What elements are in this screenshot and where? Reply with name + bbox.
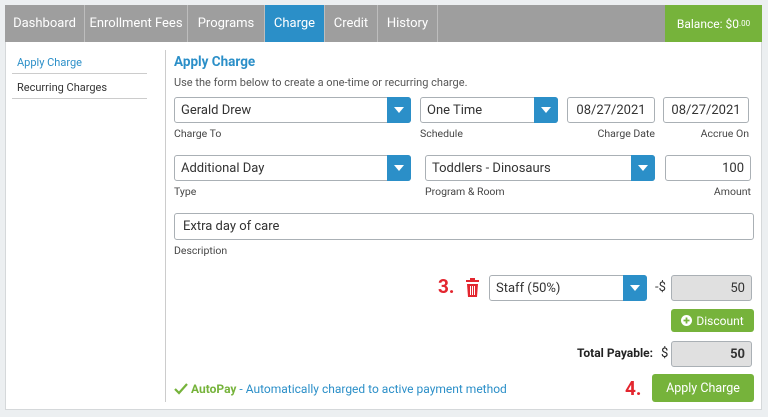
charge-to-select[interactable]: Gerald Drew	[174, 97, 411, 123]
nav-tab[interactable]: Enrollment Fees	[85, 5, 188, 42]
autopay-text: - Automatically charged to active paymen…	[236, 382, 507, 396]
balance: Balance: $0.00	[665, 5, 762, 42]
program-select[interactable]: Toddlers - Dinosaurs	[425, 155, 655, 181]
form-title: Apply Charge	[174, 54, 256, 70]
apply-charge-button[interactable]: Apply Charge	[652, 374, 754, 402]
sidebar-item[interactable]: Apply Charge	[12, 52, 147, 74]
description-input[interactable]: Extra day of care	[174, 213, 754, 240]
select-value: Toddlers - Dinosaurs	[432, 160, 551, 176]
field-label: Schedule	[420, 127, 463, 140]
amount-input[interactable]: 100	[665, 155, 751, 181]
discount-sign: -$	[655, 280, 666, 295]
balance-amount: $0	[725, 16, 740, 31]
balance-cents: .00	[739, 19, 751, 28]
check-icon	[174, 383, 188, 395]
field-label: Accrue On	[700, 127, 749, 140]
balance-label: Balance:	[676, 16, 723, 31]
step-number: 4.	[625, 377, 642, 400]
sidebar-item[interactable]: Recurring Charges	[12, 77, 147, 99]
schedule-select[interactable]: One Time	[420, 97, 558, 123]
nav-tab[interactable]: History	[378, 5, 438, 42]
nav-tab[interactable]: Charge	[265, 5, 325, 42]
nav-tab[interactable]: Credit	[325, 5, 378, 42]
frame	[5, 5, 762, 410]
field-label: Program & Room	[425, 185, 505, 198]
select-value: Staff (50%)	[496, 280, 561, 296]
accrue-on-input[interactable]: 08/27/2021	[663, 97, 749, 123]
instructions: Use the form below to create a one-time …	[174, 76, 468, 89]
button-label: Discount	[696, 313, 744, 328]
discount-button[interactable]: Discount	[671, 309, 754, 332]
charge-date-input[interactable]: 08/27/2021	[567, 97, 655, 123]
divider	[165, 50, 166, 402]
field-label: Description	[174, 244, 228, 257]
total-amount: 50	[671, 341, 752, 367]
field-label: Type	[174, 185, 197, 198]
nav-tab[interactable]: Programs	[188, 5, 265, 42]
discount-select[interactable]: Staff (50%)	[489, 275, 647, 301]
select-value: Additional Day	[181, 160, 265, 176]
autopay: AutoPay - Automatically charged to activ…	[191, 382, 507, 396]
field-label: Amount	[713, 185, 751, 198]
total-label: Total Payable:	[576, 346, 653, 360]
autopay-label: AutoPay	[191, 382, 237, 396]
nav-tab[interactable]: Dashboard	[5, 5, 85, 42]
trash-icon[interactable]	[465, 278, 480, 297]
total-currency: $	[661, 346, 669, 361]
step-number: 3.	[438, 275, 455, 298]
field-label: Charge Date	[597, 127, 655, 140]
field-label: Charge To	[174, 127, 222, 140]
select-value: One Time	[427, 102, 483, 118]
select-value: Gerald Drew	[181, 102, 252, 118]
type-select[interactable]: Additional Day	[174, 155, 411, 181]
discount-amount: 50	[671, 275, 752, 301]
plus-icon	[681, 315, 693, 326]
